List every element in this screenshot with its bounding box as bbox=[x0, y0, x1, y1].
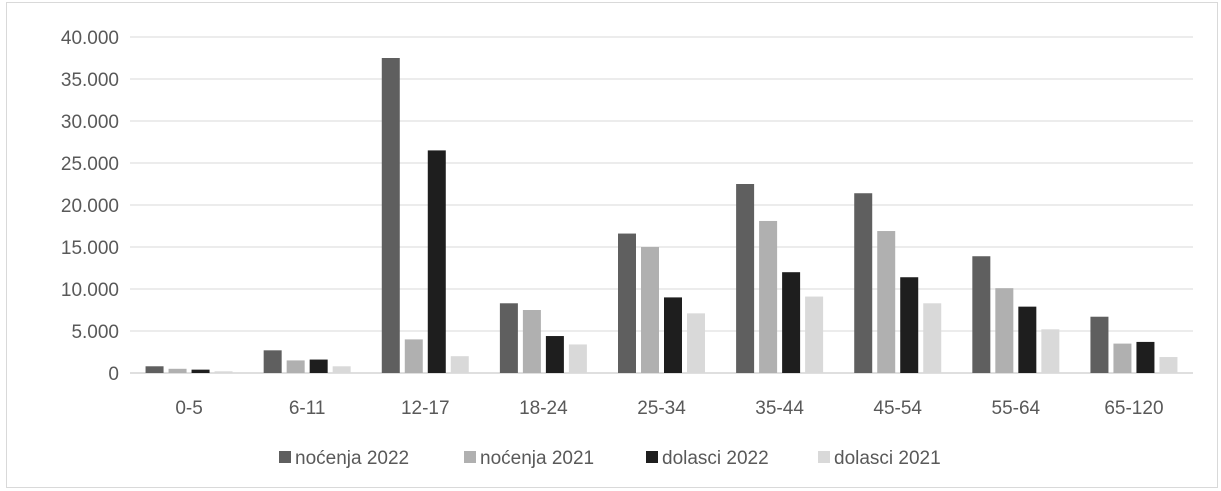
bar bbox=[687, 313, 705, 373]
bar bbox=[332, 366, 351, 373]
bar bbox=[427, 150, 446, 373]
x-tick-label: 55-64 bbox=[992, 398, 1041, 419]
bar bbox=[1041, 329, 1060, 373]
bar bbox=[404, 339, 423, 373]
bar bbox=[1159, 357, 1178, 373]
bar bbox=[877, 231, 896, 373]
x-tick-label: 65-120 bbox=[1104, 398, 1163, 419]
y-axis-ticks: 0 5.000 10.000 15.000 20.000 25.000 30.000 35.0… bbox=[61, 28, 119, 385]
bar bbox=[499, 303, 518, 373]
bar bbox=[1136, 341, 1155, 373]
legend-swatch bbox=[818, 451, 830, 463]
legend-label: noćenja 2022 bbox=[295, 448, 409, 469]
x-tick-label: 6-11 bbox=[289, 398, 326, 419]
bar bbox=[782, 272, 801, 373]
bar bbox=[522, 310, 541, 373]
x-tick-label: 25-34 bbox=[637, 398, 686, 419]
bar bbox=[972, 256, 991, 373]
x-axis-ticks: 0-5 6-11 12-17 18-24 25-34 35-44 45-54 55-64 65-… bbox=[175, 398, 1163, 419]
bar bbox=[1113, 343, 1132, 373]
bars bbox=[145, 58, 1178, 373]
x-tick-label: 45-54 bbox=[873, 398, 922, 419]
x-tick-label: 0-5 bbox=[175, 398, 202, 419]
bar bbox=[854, 193, 873, 373]
legend-label: dolasci 2022 bbox=[662, 448, 769, 469]
gridlines bbox=[130, 36, 1193, 374]
bar bbox=[923, 303, 942, 373]
bar bbox=[568, 344, 587, 373]
bar bbox=[168, 368, 187, 373]
bar bbox=[263, 350, 282, 373]
y-tick-label: 10.000 bbox=[61, 280, 119, 301]
legend: noćenja 2022 noćenja 2021 dolasci 2022 dola… bbox=[279, 448, 941, 469]
bar bbox=[145, 366, 164, 373]
chart-frame bbox=[6, 2, 1218, 488]
x-tick-label: 12-17 bbox=[401, 398, 450, 419]
bar bbox=[450, 356, 469, 373]
bar bbox=[309, 359, 328, 373]
bar bbox=[286, 360, 305, 373]
bar bbox=[1018, 306, 1037, 373]
bar bbox=[545, 336, 564, 373]
bar bbox=[759, 220, 778, 373]
bar bbox=[1090, 316, 1109, 373]
y-tick-label: 25.000 bbox=[61, 154, 119, 175]
bar bbox=[214, 371, 233, 373]
legend-label: noćenja 2021 bbox=[480, 448, 594, 469]
y-tick-label: 0 bbox=[108, 364, 119, 385]
bar bbox=[900, 277, 919, 373]
bar bbox=[641, 247, 659, 373]
y-tick-label: 20.000 bbox=[61, 196, 119, 217]
x-tick-label: 35-44 bbox=[755, 398, 804, 419]
legend-swatch bbox=[464, 451, 476, 463]
y-tick-label: 35.000 bbox=[61, 70, 119, 91]
bar bbox=[736, 184, 755, 373]
legend-swatch bbox=[646, 451, 658, 463]
bar bbox=[381, 58, 400, 373]
y-tick-label: 40.000 bbox=[61, 28, 119, 49]
bar bbox=[805, 296, 824, 373]
bar bbox=[191, 369, 210, 373]
y-tick-label: 15.000 bbox=[61, 238, 119, 259]
bar bbox=[664, 297, 682, 373]
x-tick-label: 18-24 bbox=[519, 398, 568, 419]
legend-label: dolasci 2021 bbox=[834, 448, 941, 469]
bar bbox=[618, 233, 636, 373]
bar bbox=[995, 288, 1014, 373]
legend-swatch bbox=[279, 451, 291, 463]
y-tick-label: 5.000 bbox=[71, 322, 119, 343]
y-tick-label: 30.000 bbox=[61, 112, 119, 133]
